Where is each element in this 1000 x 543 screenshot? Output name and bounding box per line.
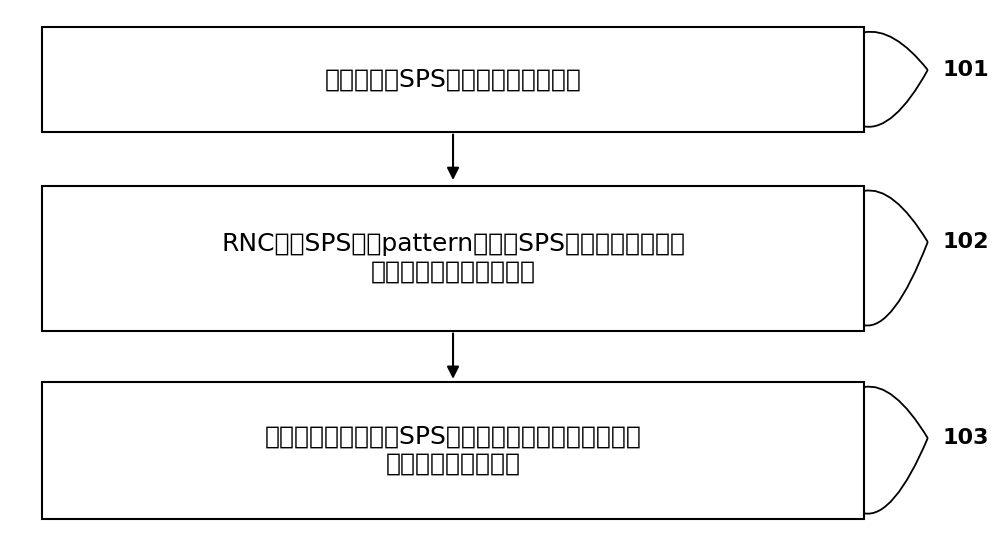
FancyBboxPatch shape bbox=[42, 186, 864, 331]
Text: 102: 102 bbox=[942, 232, 989, 252]
Text: 网络侧设置SPS资源对应的同步参数: 网络侧设置SPS资源对应的同步参数 bbox=[325, 67, 581, 91]
Text: 终端确定当前使用的SPS资源和对应的同步参数，对上
行信道进行同步调整: 终端确定当前使用的SPS资源和对应的同步参数，对上 行信道进行同步调整 bbox=[265, 424, 641, 476]
Text: 103: 103 bbox=[942, 428, 989, 448]
FancyBboxPatch shape bbox=[42, 27, 864, 132]
Text: RNC通过SPS资源pattern列表将SPS资源及其对应的同
步参数配置给基站和终端: RNC通过SPS资源pattern列表将SPS资源及其对应的同 步参数配置给基站… bbox=[221, 232, 685, 284]
FancyBboxPatch shape bbox=[42, 382, 864, 519]
Text: 101: 101 bbox=[942, 60, 989, 80]
